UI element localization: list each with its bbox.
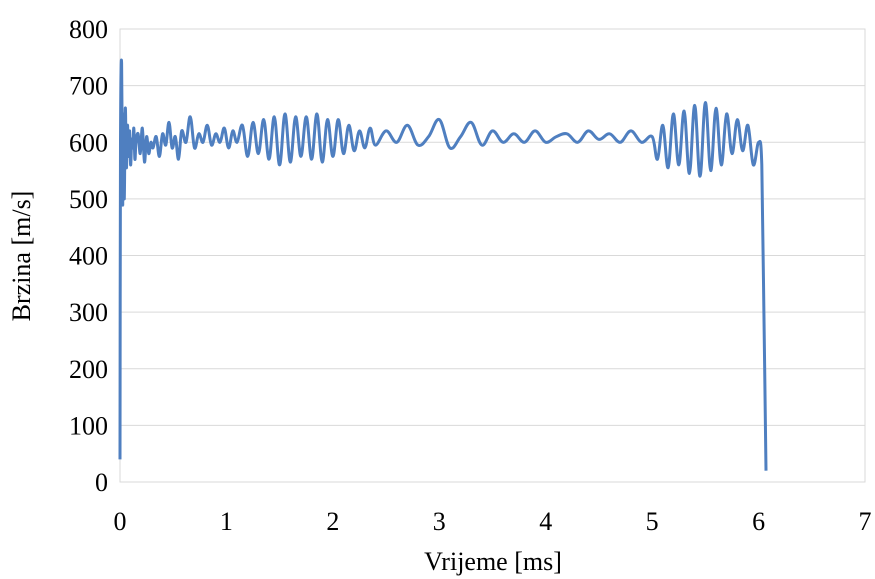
velocity-series-line xyxy=(118,58,768,471)
x-tick-label: 3 xyxy=(433,507,446,536)
y-tick-label: 400 xyxy=(69,242,108,271)
y-tick-label: 500 xyxy=(69,185,108,214)
y-tick-label: 700 xyxy=(69,72,108,101)
y-tick-label: 0 xyxy=(95,468,108,497)
y-tick-label: 300 xyxy=(69,298,108,327)
x-axis-ticks: 0 1 2 3 4 5 6 7 xyxy=(114,507,872,536)
x-tick-label: 0 xyxy=(114,507,127,536)
y-tick-label: 200 xyxy=(69,355,108,384)
x-axis-title: Vrijeme [ms] xyxy=(424,547,562,576)
x-tick-label: 2 xyxy=(326,507,339,536)
x-tick-label: 6 xyxy=(752,507,765,536)
x-tick-label: 7 xyxy=(859,507,872,536)
x-tick-label: 4 xyxy=(539,507,552,536)
y-tick-label: 100 xyxy=(69,411,108,440)
y-tick-label: 800 xyxy=(69,15,108,44)
x-tick-label: 5 xyxy=(646,507,659,536)
gridlines xyxy=(120,28,865,483)
y-axis-ticks: 0 100 200 300 400 500 600 700 800 xyxy=(69,15,108,497)
y-axis-title: Brzina [m/s] xyxy=(7,191,36,322)
y-tick-label: 600 xyxy=(69,128,108,157)
x-tick-label: 1 xyxy=(220,507,233,536)
